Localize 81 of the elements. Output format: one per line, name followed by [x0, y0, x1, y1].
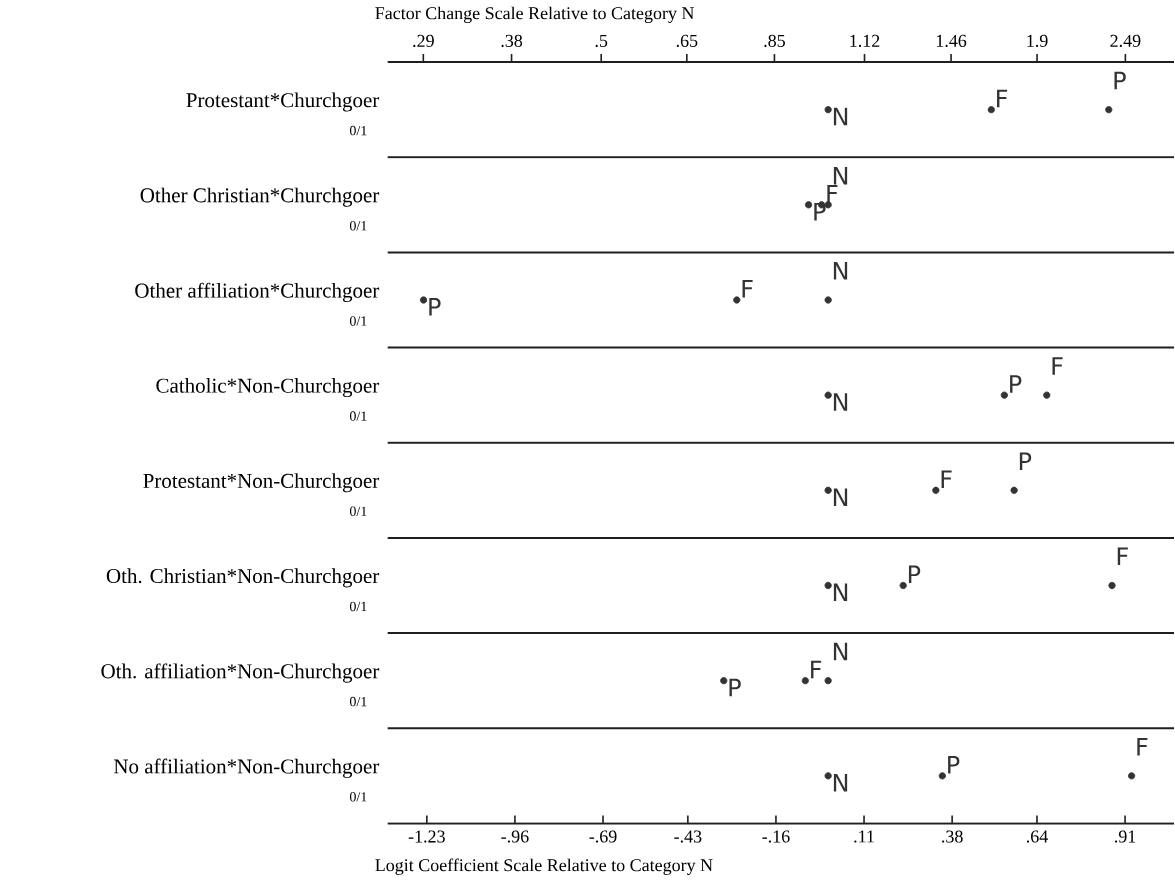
point: [733, 296, 741, 304]
point: [804, 201, 813, 209]
text: F: [997, 89, 1008, 108]
text: F: [1137, 738, 1148, 756]
series-label: N: [833, 774, 848, 792]
text: 0/1: [349, 601, 367, 612]
y-tick-label: Oth. affiliation*Non-Churchgoer: [101, 663, 380, 683]
text: 0/1: [349, 316, 367, 326]
x2-tick-label: 1.9: [1027, 34, 1048, 48]
text: 0/1: [349, 697, 367, 707]
x-tick-label: .38: [942, 830, 963, 843]
text: N: [833, 488, 848, 507]
text: P: [1019, 452, 1032, 471]
point: [801, 677, 809, 685]
point: [824, 582, 832, 590]
y-tick-label: Other affiliation*Churchgoer: [135, 282, 380, 303]
point: [824, 677, 832, 685]
x2-tick-label: 1.12: [850, 34, 880, 48]
x2-tick-label: .85: [764, 34, 785, 48]
text: 0/1: [349, 411, 367, 421]
text: 0/1: [349, 792, 367, 802]
series-label: F: [941, 470, 952, 489]
y-tick-label: Catholic*Non-Churchgoer: [156, 378, 380, 398]
y-tick-label: No affiliation*Non-Churchgoer: [113, 758, 380, 779]
point: [932, 486, 940, 495]
point: [938, 772, 946, 780]
x-tick-label: .91: [1115, 830, 1136, 843]
text: P: [908, 565, 921, 584]
point: [1043, 391, 1051, 399]
y-tick-label: Protestant*Non-Churchgoer: [143, 473, 380, 493]
point: [987, 106, 995, 114]
y-tick-label: Oth. Christian*Non-Churchgoer: [106, 568, 380, 588]
x2-tick-label: .65: [676, 34, 698, 48]
point: [1000, 391, 1008, 399]
point: [824, 106, 832, 114]
x-tick-label: -.16: [762, 830, 790, 843]
point: [1105, 106, 1113, 114]
x-axis-title: Logit Coefficient Scale Relative to Category N: [375, 858, 713, 876]
x-tick-label: -.43: [674, 830, 702, 843]
x2-tick-label: 2.49: [1110, 34, 1141, 48]
point: [824, 296, 832, 304]
text: F: [742, 280, 753, 298]
text: N: [833, 642, 848, 661]
text: N: [833, 107, 848, 126]
x-tick-label: .64: [1026, 830, 1048, 843]
text: N: [833, 262, 848, 280]
text: P: [1010, 375, 1022, 393]
x-tick-label: -1.23: [408, 830, 445, 843]
point: [824, 486, 832, 495]
text: F: [1117, 547, 1128, 566]
text: F: [811, 660, 822, 679]
point: [1108, 582, 1116, 590]
text: P: [729, 678, 741, 697]
text: 0/1: [349, 221, 367, 231]
text: F: [1052, 357, 1063, 375]
y-tick-label: Other Christian*Churchgoer: [140, 187, 380, 207]
x2-tick-label: .29: [413, 34, 434, 48]
point: [720, 677, 728, 685]
point: [824, 772, 832, 780]
text: F: [827, 185, 838, 203]
point: [1010, 486, 1018, 495]
point: [824, 391, 832, 399]
point: [419, 296, 428, 304]
x2-tick-label: .38: [501, 34, 523, 48]
x2-tick-label: .5: [595, 35, 608, 48]
text: N: [833, 393, 848, 411]
text: N: [833, 167, 848, 185]
point: [1128, 772, 1136, 780]
x2-tick-label: 1.46: [936, 34, 967, 48]
x2-axis-title: Factor Change Scale Relative to Category N: [375, 6, 695, 24]
x-tick-label: -.69: [589, 830, 617, 843]
x-tick-label: .11: [854, 830, 874, 843]
text: P: [1114, 71, 1126, 90]
text: P: [948, 756, 960, 774]
point: [899, 582, 907, 590]
text: 0/1: [349, 126, 367, 136]
text: P: [429, 298, 441, 316]
y-tick-label: Protestant*Churchgoer: [186, 92, 380, 112]
x-tick-label: -.96: [501, 830, 529, 843]
text: 0/1: [349, 506, 367, 517]
text: N: [833, 583, 848, 602]
